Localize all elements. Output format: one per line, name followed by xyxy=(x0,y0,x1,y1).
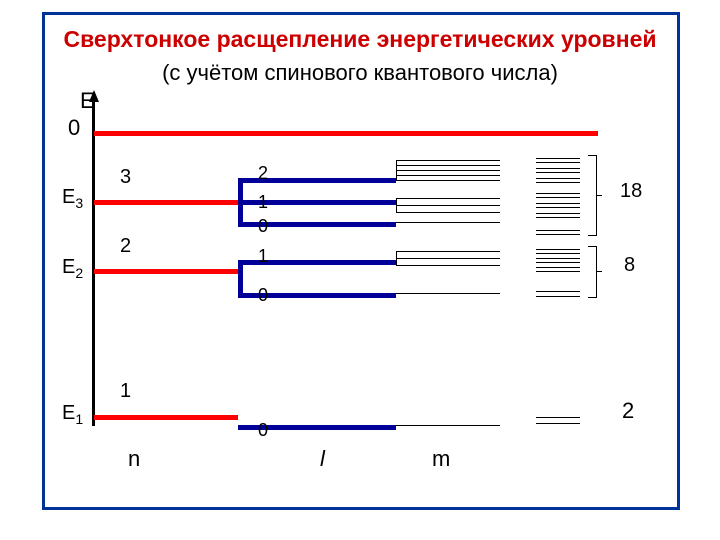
axis-zero-label: 0 xyxy=(68,115,80,141)
m-connector xyxy=(396,160,397,180)
spin-level-line xyxy=(536,182,580,183)
m-level-line xyxy=(396,212,500,213)
count-bracket xyxy=(588,155,597,236)
title: Сверхтонкое расщепление энергетических у… xyxy=(0,26,720,53)
spin-level-line xyxy=(536,178,580,179)
l-quantum-label: 1 xyxy=(258,246,268,267)
spin-level-line xyxy=(536,296,580,297)
spin-level-line xyxy=(536,291,580,292)
spin-level-line xyxy=(536,207,580,208)
l-connector xyxy=(238,178,243,227)
subtitle: (с учётом спинового квантового числа) xyxy=(0,60,720,86)
spin-level-line xyxy=(536,417,580,418)
state-count-label: 8 xyxy=(624,254,635,277)
spin-level-line xyxy=(536,262,580,263)
l-column-label: l xyxy=(320,446,325,472)
spin-level-line xyxy=(536,230,580,231)
spin-level-line xyxy=(536,197,580,198)
m-connector xyxy=(396,251,397,265)
m-level-line xyxy=(396,258,500,259)
spin-level-line xyxy=(536,234,580,235)
spin-level-line xyxy=(536,258,580,259)
m-level-line xyxy=(396,180,500,181)
spin-level-line xyxy=(536,162,580,163)
m-level-line xyxy=(396,425,500,426)
m-level-line xyxy=(396,175,500,176)
m-level-line xyxy=(396,251,500,252)
spin-level-line xyxy=(536,158,580,159)
spin-level-line xyxy=(536,193,580,194)
spin-level-line xyxy=(536,271,580,272)
spin-level-line xyxy=(536,249,580,250)
spin-level-line xyxy=(536,253,580,254)
spin-level-line xyxy=(536,423,580,424)
count-bracket xyxy=(588,246,597,298)
n-quantum-label: 3 xyxy=(120,166,131,189)
m-level-line xyxy=(396,205,500,206)
spin-level-line xyxy=(536,172,580,173)
l-quantum-label: 1 xyxy=(258,192,268,213)
l-connector xyxy=(238,260,243,298)
n-quantum-label: 2 xyxy=(120,235,131,258)
state-count-label: 18 xyxy=(620,180,642,203)
m-level-line xyxy=(396,222,500,223)
m-level-line xyxy=(396,160,500,161)
energy-level-label: E3 xyxy=(62,186,83,211)
m-column-label: m xyxy=(432,446,450,472)
spin-level-line xyxy=(536,217,580,218)
n-column-label: n xyxy=(128,446,140,472)
m-connector xyxy=(396,198,397,212)
state-count-label: 2 xyxy=(622,398,634,424)
m-level-line xyxy=(396,265,500,266)
l-quantum-label: 0 xyxy=(258,285,268,306)
energy-level-label: E1 xyxy=(62,402,83,427)
spin-level-line xyxy=(536,213,580,214)
l-quantum-label: 2 xyxy=(258,163,268,184)
n-quantum-label: 1 xyxy=(120,380,131,403)
n-level-line xyxy=(94,200,238,205)
m-level-line xyxy=(396,198,500,199)
energy-level-label: E2 xyxy=(62,256,83,281)
m-level-line xyxy=(396,170,500,171)
spin-level-line xyxy=(536,168,580,169)
n-level-line xyxy=(94,269,238,274)
axis-E-label: E xyxy=(80,88,95,114)
l-quantum-label: 0 xyxy=(258,216,268,237)
m-level-line xyxy=(396,293,500,294)
spin-level-line xyxy=(536,203,580,204)
m-level-line xyxy=(396,165,500,166)
spin-level-line xyxy=(536,267,580,268)
l-quantum-label: 0 xyxy=(258,420,268,441)
energy-axis xyxy=(92,100,95,426)
n-level-line xyxy=(94,415,238,420)
n-level-line xyxy=(94,131,598,136)
